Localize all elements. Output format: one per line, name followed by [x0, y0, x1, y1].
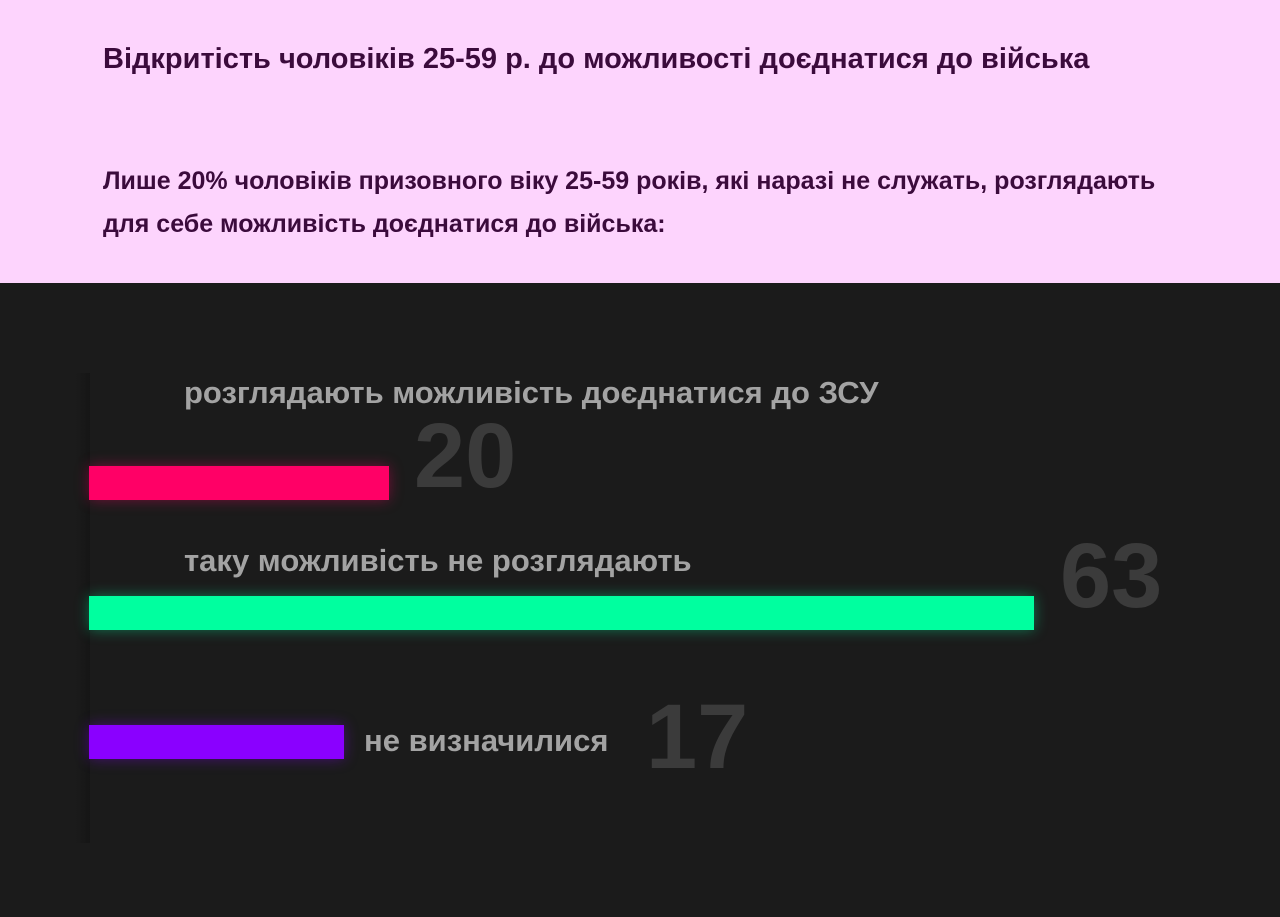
- page-subtitle: Лише 20% чоловіків призовного віку 25-59…: [103, 167, 1156, 238]
- page-title: Відкритість чоловіків 25-59 р. до можлив…: [103, 43, 1090, 75]
- bar-chart: розглядають можливість доєднатися до ЗСУ…: [0, 283, 1280, 917]
- value-label-1: 63: [1060, 525, 1163, 627]
- axis-line: [76, 373, 90, 843]
- value-label-0: 20: [414, 405, 517, 507]
- bar-1: [89, 596, 1034, 630]
- value-label-2: 17: [646, 686, 749, 788]
- category-label-1: таку можливість не розглядають: [184, 543, 692, 578]
- category-label-0: розглядають можливість доєднатися до ЗСУ: [184, 375, 879, 410]
- bar-2: [89, 725, 344, 759]
- category-label-2: не визначилися: [364, 723, 609, 758]
- header: Відкритість чоловіків 25-59 р. до можлив…: [0, 0, 1280, 283]
- bar-0: [89, 466, 389, 500]
